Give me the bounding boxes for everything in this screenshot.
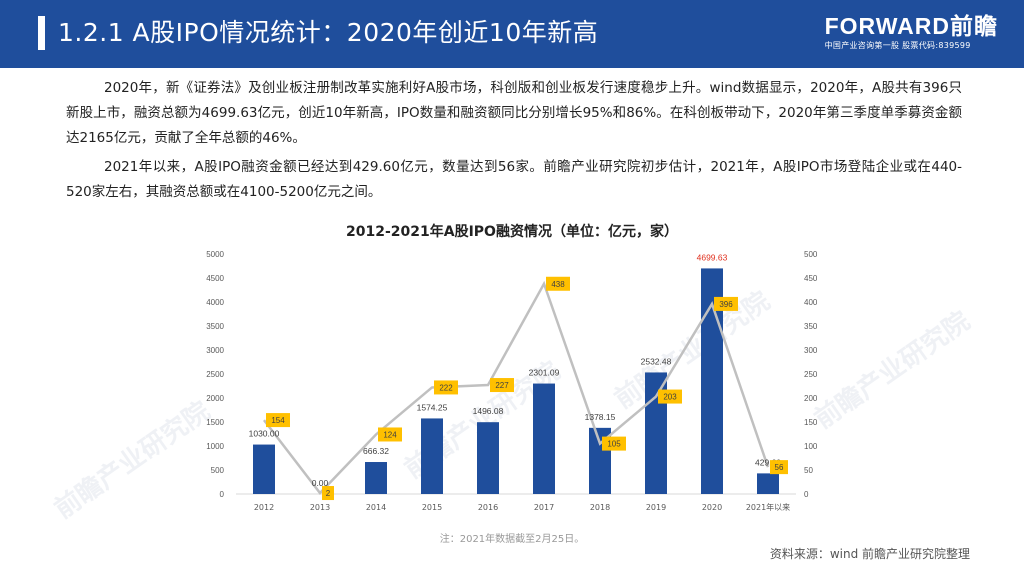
x-tick-label: 2017	[534, 503, 554, 512]
page-title: 1.2.1 A股IPO情况统计：2020年创近10年新高	[58, 18, 599, 47]
line-label-box	[378, 427, 402, 442]
y-tick-label-right: 0	[804, 490, 809, 499]
y-tick-label-right: 500	[804, 250, 818, 259]
bar	[701, 268, 723, 494]
bar-data-label: 2301.09	[529, 368, 560, 378]
bar-data-label: 1378.15	[585, 412, 616, 422]
bar-data-label: 1030.00	[249, 429, 280, 439]
line-data-label: 227	[495, 381, 509, 390]
bar	[477, 422, 499, 494]
y-tick-label-left: 1000	[206, 442, 224, 451]
line-data-label: 438	[551, 280, 565, 289]
line-label-box	[322, 486, 334, 501]
y-tick-label-left: 2000	[206, 394, 224, 403]
bar-data-label: 666.32	[363, 446, 389, 456]
line-data-label: 105	[607, 440, 621, 449]
line-label-box	[266, 413, 290, 428]
bar-data-label: 4699.63	[697, 252, 728, 262]
bar-data-label: 429.60	[755, 457, 781, 467]
x-tick-label: 2020	[702, 503, 722, 512]
y-tick-label-left: 500	[211, 466, 225, 475]
x-tick-label: 2013	[310, 503, 330, 512]
y-tick-label-right: 200	[804, 394, 818, 403]
line-data-label: 2	[326, 489, 331, 498]
bar-data-label: 2532.48	[641, 356, 672, 366]
line-label-box	[602, 436, 626, 451]
line-label-box	[490, 378, 514, 393]
y-tick-label-right: 400	[804, 298, 818, 307]
line-data-label: 154	[271, 416, 285, 425]
line-label-box	[434, 380, 458, 395]
x-tick-label: 2016	[478, 503, 498, 512]
bar	[421, 418, 443, 494]
bar	[533, 383, 555, 494]
line-label-box	[658, 389, 682, 404]
bar-data-label: 1574.25	[417, 402, 448, 412]
brand-logo: FORWARD前瞻 中国产业咨询第一股 股票代码:839599	[825, 14, 998, 52]
paragraph-2: 2021年以来，A股IPO融资金额已经达到429.60亿元，数量达到56家。前瞻…	[66, 159, 962, 200]
line-label-box	[770, 460, 788, 475]
y-tick-label-left: 4000	[206, 298, 224, 307]
bar-data-label: 1496.08	[473, 406, 504, 416]
count-line	[263, 280, 770, 495]
x-tick-label: 2015	[422, 503, 442, 512]
y-tick-label-right: 250	[804, 370, 818, 379]
y-tick-label-right: 350	[804, 322, 818, 331]
line-label-box	[546, 276, 570, 291]
y-tick-label-right: 100	[804, 442, 818, 451]
y-tick-label-left: 1500	[206, 418, 224, 427]
line-data-label: 56	[775, 463, 784, 472]
header-bar: 1.2.1 A股IPO情况统计：2020年创近10年新高 FORWARD前瞻 中…	[0, 0, 1024, 68]
x-tick-label: 2014	[366, 503, 386, 512]
y-tick-label-right: 300	[804, 346, 818, 355]
y-tick-label-left: 3500	[206, 322, 224, 331]
y-tick-label-left: 4500	[206, 274, 224, 283]
bar	[365, 462, 387, 494]
line-data-label: 396	[719, 300, 733, 309]
y-tick-label-left: 0	[220, 490, 225, 499]
title-accent-bar	[38, 16, 45, 50]
bar-data-label: 0.00	[312, 478, 329, 488]
line-data-label: 222	[439, 383, 453, 392]
y-tick-label-right: 150	[804, 418, 818, 427]
line-data-label: 124	[383, 430, 397, 439]
bar	[757, 473, 779, 494]
paragraph-1: 2020年，新《证券法》及创业板注册制改革实施利好A股市场，科创版和创业板发行速…	[66, 80, 962, 146]
y-tick-label-left: 2500	[206, 370, 224, 379]
line-data-label: 203	[663, 393, 677, 402]
bar	[253, 444, 275, 494]
y-tick-label-left: 5000	[206, 250, 224, 259]
chart-note: 注：2021年数据截至2月25日。	[439, 534, 585, 545]
chart-title: 2012-2021年A股IPO融资情况（单位：亿元，家）	[346, 224, 678, 240]
logo-subtitle: 中国产业咨询第一股 股票代码:839599	[824, 41, 971, 50]
y-tick-label-right: 50	[804, 466, 813, 475]
logo-name: FORWARD前瞻	[824, 13, 998, 39]
y-tick-label-left: 3000	[206, 346, 224, 355]
y-tick-label-right: 450	[804, 274, 818, 283]
x-tick-label: 2019	[646, 503, 666, 512]
x-tick-label: 2018	[590, 503, 610, 512]
x-tick-label: 2012	[254, 503, 274, 512]
x-tick-label: 2021年以来	[746, 502, 790, 512]
line-label-box	[714, 296, 738, 311]
source-text: 资料来源：wind 前瞻产业研究院整理	[769, 547, 970, 561]
